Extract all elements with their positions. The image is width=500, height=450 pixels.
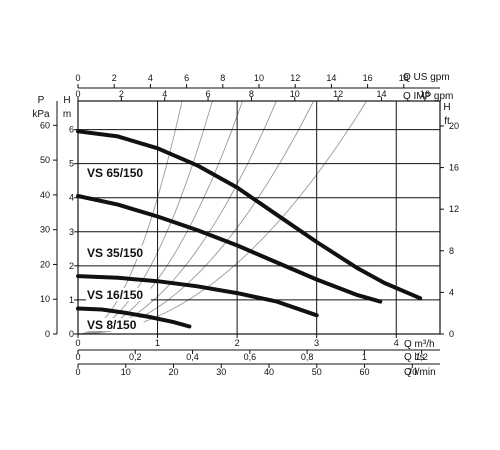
series-label-background xyxy=(86,288,151,301)
tick-label: 0 xyxy=(75,73,80,83)
tick-label: 70 xyxy=(407,367,417,377)
flow-axis: 0 1 2 3 4 Q m³/h xyxy=(75,333,440,350)
tick-label: 50 xyxy=(40,155,50,165)
axis-unit-label: H xyxy=(63,95,70,106)
flow-axis: 0 2 4 6 8 10 12 14 16Q IMP gpm xyxy=(75,89,453,102)
tick-label: 2 xyxy=(235,338,240,348)
tick-label: 0 xyxy=(449,329,454,339)
system-curve xyxy=(78,101,243,334)
axis-unit-label: H xyxy=(443,102,450,113)
pump-curves xyxy=(76,129,423,329)
tick-label: 10 xyxy=(290,89,300,99)
tick-label: 1 xyxy=(69,295,74,305)
tick-label: 4 xyxy=(148,73,153,83)
tick-label: 3 xyxy=(314,338,319,348)
tick-label: 1 xyxy=(155,338,160,348)
tick-label: 16 xyxy=(363,73,373,83)
tick-label: 10 xyxy=(254,73,264,83)
tick-label: 60 xyxy=(40,120,50,130)
system-curve xyxy=(78,101,277,334)
tick-label: 0,8 xyxy=(301,352,314,362)
series-label-background xyxy=(86,246,151,259)
axis-unit-label: Q IMP gpm xyxy=(403,91,453,102)
tick-label: 12 xyxy=(449,204,459,214)
tick-label: 4 xyxy=(394,338,399,348)
flow-axis: 0 10 20 30 40 50 60 70Q l/min xyxy=(75,363,440,378)
tick-label: 5 xyxy=(69,159,74,169)
tick-label: 20 xyxy=(449,121,459,131)
tick-label: 0,2 xyxy=(129,352,142,362)
axis-unit-label: P xyxy=(38,95,45,106)
tick-label: 30 xyxy=(216,367,226,377)
head-axis: 0 4 8 12 16 20 Hft xyxy=(439,101,459,339)
tick-label: 0 xyxy=(75,338,80,348)
tick-label: 14 xyxy=(376,89,386,99)
tick-label: 40 xyxy=(264,367,274,377)
tick-label: 0 xyxy=(75,367,80,377)
series-label: VS 35/150 xyxy=(87,246,143,260)
tick-label: 1,2 xyxy=(415,352,428,362)
axis-unit-label: kPa xyxy=(32,109,50,120)
tick-label: 2 xyxy=(112,73,117,83)
flow-axis: 0 2 4 6 8 10 12 14 16 18Q US gpm xyxy=(75,72,450,89)
tick-label: 8 xyxy=(220,73,225,83)
tick-label: 12 xyxy=(290,73,300,83)
tick-label: 1 xyxy=(362,352,367,362)
axis-unit-label: Q l/s xyxy=(404,352,425,363)
series-label-background xyxy=(86,166,151,179)
tick-label: 0 xyxy=(75,89,80,99)
pump-curve-vs-35-150 xyxy=(76,194,383,304)
tick-label: 0 xyxy=(45,329,50,339)
axis-unit-label: m xyxy=(63,109,71,120)
series-label: VS 65/150 xyxy=(87,166,143,180)
series-label-background xyxy=(86,318,144,331)
tick-label: 10 xyxy=(40,294,50,304)
tick-label: 50 xyxy=(312,367,322,377)
pump-curve-vs-65-150 xyxy=(76,129,423,301)
tick-label: 30 xyxy=(40,225,50,235)
tick-label: 16 xyxy=(449,163,459,173)
tick-label: 0 xyxy=(75,352,80,362)
chart-grid xyxy=(78,101,440,334)
tick-label: 6 xyxy=(69,125,74,135)
tick-label: 8 xyxy=(449,246,454,256)
tick-label: 18 xyxy=(399,73,409,83)
tick-label: 20 xyxy=(169,367,179,377)
series-label: VS 16/150 xyxy=(87,288,143,302)
tick-label: 4 xyxy=(449,287,454,297)
series-label: VS 8/150 xyxy=(87,318,137,332)
tick-label: 8 xyxy=(249,89,254,99)
tick-label: 0,4 xyxy=(186,352,199,362)
pump-curve-vs-8-150 xyxy=(76,306,192,329)
tick-label: 60 xyxy=(360,367,370,377)
axis-unit-label: Q m³/h xyxy=(404,339,435,350)
flow-axis: 0 0,2 0,4 0,6 0,8 1 1,2Q l/s xyxy=(75,349,440,363)
axis-unit-label: ft xyxy=(444,116,450,127)
series-labels: VS 65/150 VS 35/150 VS 16/150 VS 8/150 xyxy=(86,166,151,332)
head-axis: 0 1 2 3 4 5 6 Hm xyxy=(63,95,79,339)
tick-label: 0,6 xyxy=(244,352,257,362)
axis-unit-label: Q US gpm xyxy=(403,72,450,83)
system-curve xyxy=(78,101,213,334)
axis-unit-label: Q l/min xyxy=(404,367,436,378)
tick-label: 40 xyxy=(40,190,50,200)
pump-curve-vs-16-150 xyxy=(76,274,319,318)
tick-label: 4 xyxy=(162,89,167,99)
tick-label: 0 xyxy=(69,329,74,339)
tick-label: 16 xyxy=(420,89,430,99)
tick-label: 2 xyxy=(69,261,74,271)
tick-label: 6 xyxy=(184,73,189,83)
tick-label: 2 xyxy=(119,89,124,99)
tick-label: 20 xyxy=(40,259,50,269)
tick-label: 6 xyxy=(206,89,211,99)
tick-label: 4 xyxy=(69,193,74,203)
tick-label: 12 xyxy=(333,89,343,99)
tick-label: 14 xyxy=(326,73,336,83)
tick-label: 3 xyxy=(69,227,74,237)
tick-label: 10 xyxy=(121,367,131,377)
